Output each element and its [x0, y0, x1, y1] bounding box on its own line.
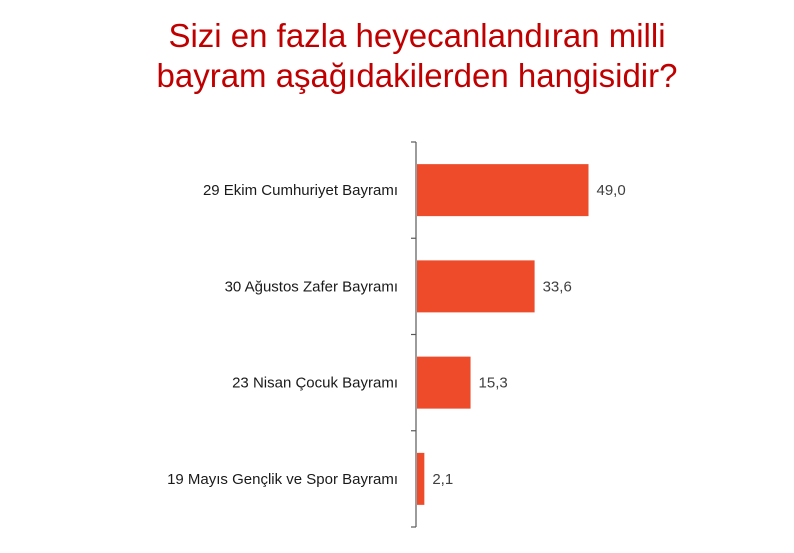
data-label: 33,6 [543, 278, 572, 295]
bar-3 [417, 356, 471, 409]
labels-group: 29 Ekim Cumhuriyet Bayramı 49,0 30 Ağustos… [167, 182, 626, 488]
category-label: 29 Ekim Cumhuriyet Bayramı [203, 182, 398, 199]
category-axis [411, 141, 417, 528]
data-label: 49,0 [597, 182, 626, 199]
category-label: 23 Nisan Çocuk Bayramı [232, 375, 398, 392]
bar-4 [417, 452, 425, 505]
bar-2 [417, 260, 535, 313]
bar-1 [417, 164, 589, 217]
data-label: 15,3 [479, 375, 508, 392]
data-label: 2,1 [432, 471, 453, 488]
category-label: 30 Ağustos Zafer Bayramı [225, 278, 398, 295]
category-label: 19 Mayıs Gençlik ve Spor Bayramı [167, 471, 398, 488]
bars-group [417, 164, 589, 505]
chart-title-line-2: bayram aşağıdakilerden hangisidir? [156, 57, 678, 94]
chart-title-line-1: Sizi en fazla heyecanlandıran milli [168, 17, 666, 54]
chart-title: Sizi en fazla heyecanlandıran milli bayr… [0, 16, 794, 96]
